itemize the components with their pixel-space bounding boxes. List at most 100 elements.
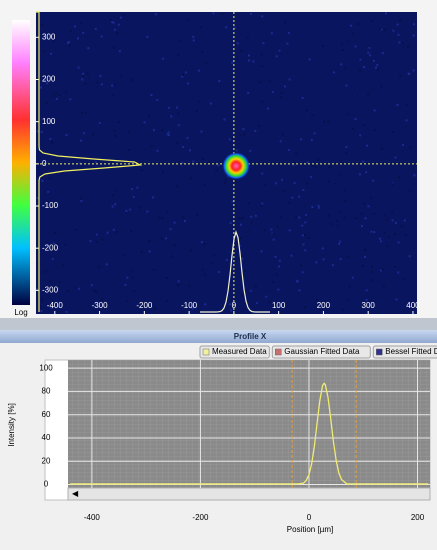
noise-pixel — [75, 286, 78, 289]
noise-pixel — [348, 285, 351, 288]
noise-pixel — [114, 83, 117, 86]
noise-pixel — [404, 233, 407, 236]
noise-pixel — [150, 145, 153, 148]
noise-pixel — [376, 63, 379, 66]
noise-pixel — [192, 160, 195, 163]
noise-pixel — [45, 101, 48, 104]
noise-pixel — [371, 265, 374, 268]
noise-pixel — [345, 152, 348, 155]
noise-pixel — [217, 164, 220, 167]
noise-pixel — [177, 112, 180, 115]
noise-pixel — [239, 134, 242, 137]
noise-pixel — [114, 203, 117, 206]
y-tick-label: 60 — [42, 410, 51, 419]
noise-pixel — [100, 35, 103, 38]
noise-pixel — [177, 124, 180, 127]
noise-pixel — [229, 303, 232, 306]
colorbar-label: Log — [14, 308, 27, 317]
noise-pixel — [49, 137, 52, 140]
noise-pixel — [146, 210, 149, 213]
beam-spot — [222, 151, 251, 180]
colorbar — [12, 20, 30, 305]
noise-pixel — [402, 277, 405, 280]
noise-pixel — [263, 229, 266, 232]
noise-pixel — [111, 205, 114, 208]
noise-pixel — [116, 32, 119, 35]
noise-pixel — [277, 288, 280, 291]
noise-pixel — [50, 141, 53, 144]
noise-pixel — [280, 92, 283, 95]
noise-pixel — [385, 218, 388, 221]
noise-pixel — [263, 184, 266, 187]
noise-pixel — [370, 230, 373, 233]
legend-button — [199, 345, 270, 359]
noise-pixel — [77, 37, 80, 40]
noise-pixel — [65, 134, 68, 137]
noise-pixel — [317, 204, 320, 207]
noise-pixel — [92, 133, 95, 136]
noise-pixel — [43, 79, 46, 82]
noise-pixel — [408, 72, 411, 75]
noise-pixel — [243, 133, 246, 136]
noise-pixel — [182, 215, 185, 218]
noise-pixel — [373, 109, 376, 112]
noise-pixel — [304, 221, 307, 224]
noise-pixel — [200, 130, 203, 133]
noise-pixel — [272, 232, 275, 235]
noise-pixel — [400, 225, 403, 228]
noise-pixel — [397, 241, 400, 244]
noise-pixel — [167, 134, 170, 137]
noise-pixel — [50, 52, 53, 55]
noise-pixel — [336, 224, 339, 227]
noise-pixel — [275, 273, 278, 276]
noise-pixel — [368, 46, 371, 49]
noise-pixel — [231, 200, 234, 203]
noise-pixel — [209, 102, 212, 105]
legend-button — [271, 345, 371, 359]
noise-pixel — [385, 12, 388, 15]
scroll-left[interactable]: ◀ — [72, 489, 79, 498]
noise-pixel — [279, 140, 282, 143]
noise-pixel — [212, 12, 215, 15]
noise-pixel — [394, 156, 397, 159]
noise-pixel — [365, 289, 368, 292]
noise-pixel — [201, 268, 204, 271]
noise-pixel — [140, 250, 143, 253]
noise-pixel — [202, 158, 205, 161]
noise-pixel — [249, 149, 252, 152]
noise-pixel — [191, 307, 194, 310]
noise-pixel — [261, 172, 264, 175]
noise-pixel — [366, 144, 369, 147]
noise-pixel — [383, 28, 386, 31]
noise-pixel — [260, 250, 263, 253]
noise-pixel — [386, 245, 389, 248]
noise-pixel — [73, 25, 76, 28]
noise-pixel — [302, 243, 305, 246]
noise-pixel — [111, 84, 114, 87]
noise-pixel — [43, 285, 46, 288]
y-tick-label: 20 — [42, 456, 51, 465]
plot-area — [68, 360, 430, 488]
noise-pixel — [254, 285, 257, 288]
noise-pixel — [183, 220, 186, 223]
noise-pixel — [383, 231, 386, 234]
noise-pixel — [360, 225, 363, 228]
noise-pixel — [242, 128, 245, 131]
noise-pixel — [36, 197, 39, 200]
scrollbar[interactable] — [67, 487, 431, 501]
noise-pixel — [397, 176, 400, 179]
noise-pixel — [399, 19, 402, 22]
noise-pixel — [78, 162, 81, 165]
noise-pixel — [266, 107, 269, 110]
noise-pixel — [380, 269, 383, 272]
noise-pixel — [67, 290, 70, 293]
noise-pixel — [361, 264, 364, 267]
noise-pixel — [86, 72, 89, 75]
noise-pixel — [278, 265, 281, 268]
noise-pixel — [84, 111, 87, 114]
noise-pixel — [170, 115, 173, 118]
noise-pixel — [380, 240, 383, 243]
noise-pixel — [298, 195, 301, 198]
noise-pixel — [240, 49, 243, 52]
noise-pixel — [42, 74, 45, 77]
